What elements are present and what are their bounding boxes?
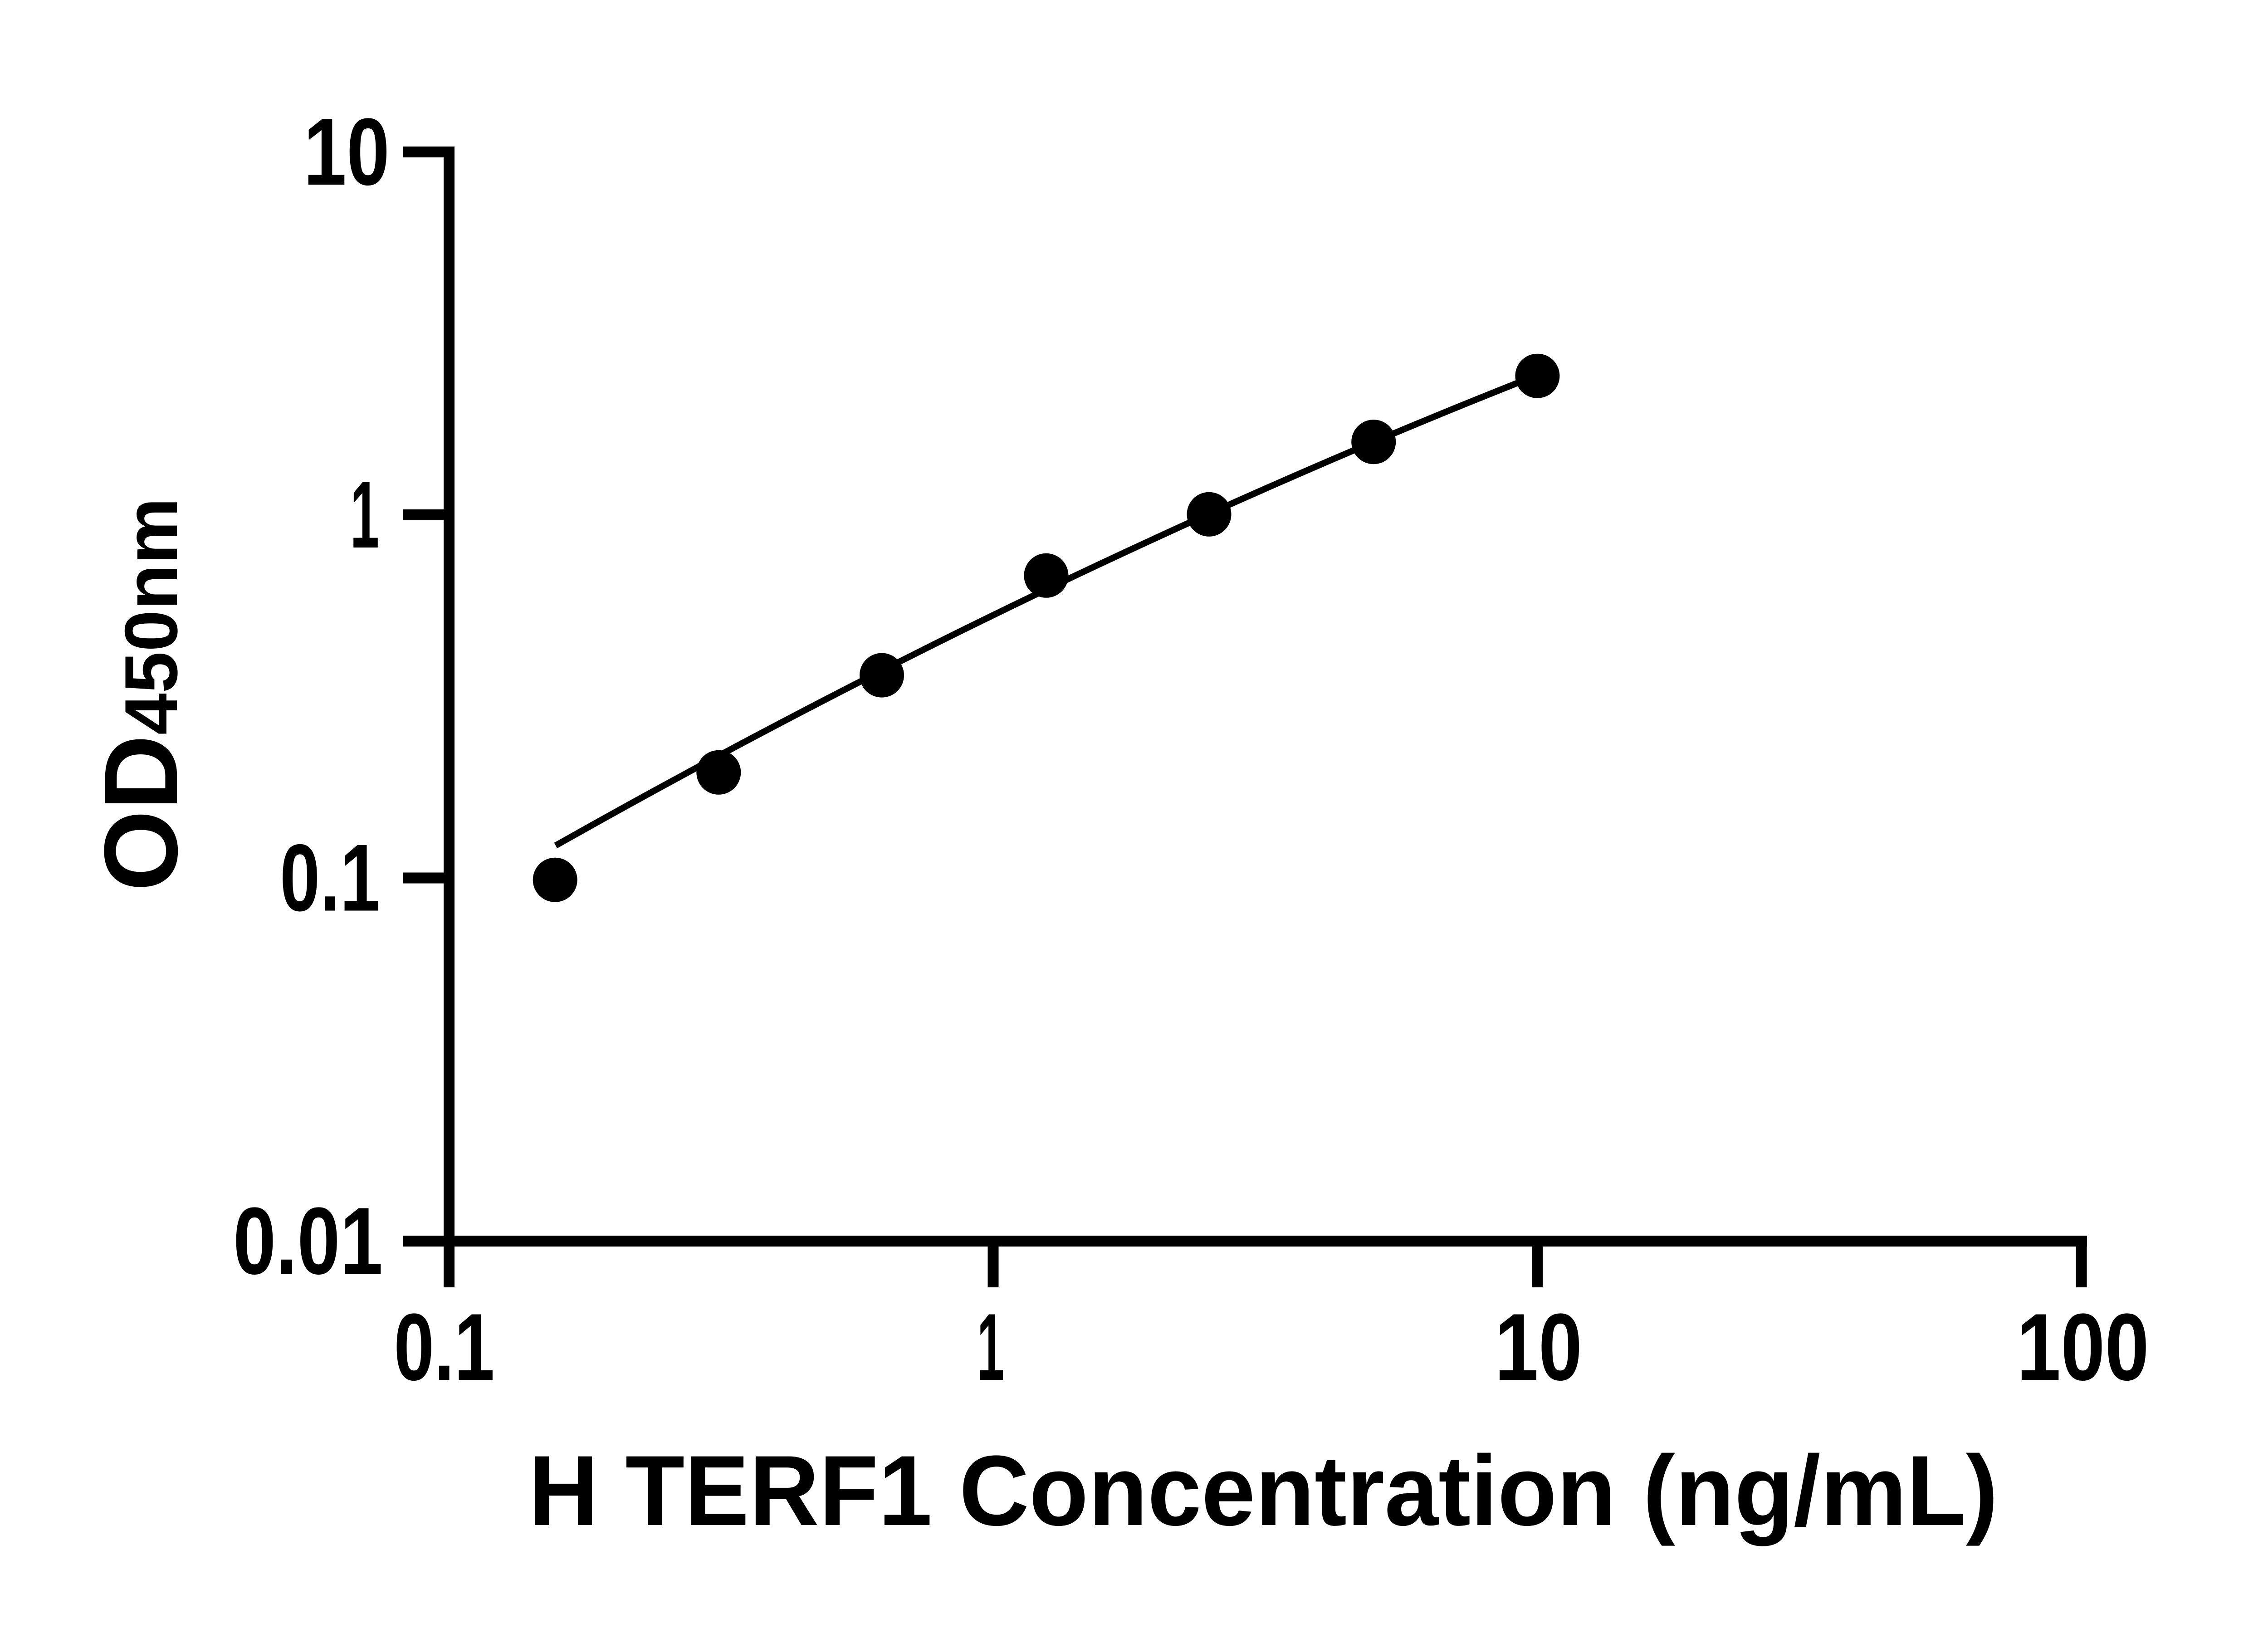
svg-text:10: 10 [1495,1294,1582,1400]
svg-text:H TERF1 Concentration (ng/mL): H TERF1 Concentration (ng/mL) [528,1435,1998,1546]
svg-text:100: 100 [2017,1294,2149,1400]
svg-text:0.01: 0.01 [233,1188,383,1294]
svg-text:10: 10 [303,98,390,205]
svg-text:0.1: 0.1 [394,1294,494,1400]
svg-text:0.1: 0.1 [280,825,380,931]
svg-text:1: 1 [977,1294,1004,1400]
svg-text:1: 1 [350,461,379,568]
